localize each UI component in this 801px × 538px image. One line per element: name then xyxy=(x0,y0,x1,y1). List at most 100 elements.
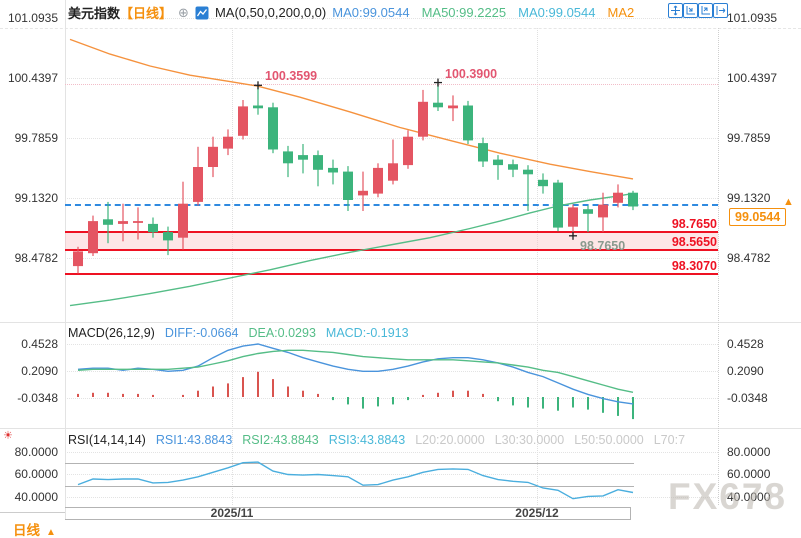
axis-label: 0.4528 xyxy=(727,337,764,351)
macd-hist-bar xyxy=(317,393,319,397)
rsi-separator xyxy=(0,428,801,429)
resistance-line-3 xyxy=(65,273,718,275)
x-axis-end-tick xyxy=(630,507,631,520)
peak-level-dotted-line xyxy=(65,84,718,85)
pan-crosshair-icon[interactable] xyxy=(668,3,683,18)
macd-hist-bar xyxy=(437,392,439,397)
price-annotation: 100.3599 xyxy=(265,69,318,84)
candle-body xyxy=(478,143,488,162)
gridline xyxy=(65,371,718,372)
candle-body xyxy=(418,101,428,137)
gridline xyxy=(65,497,718,498)
macd-separator xyxy=(0,322,801,323)
ma-values: MA0:99.0544 MA50:99.2225 MA0:99.0544 MA2 xyxy=(332,5,634,20)
axis-label: 80.0000 xyxy=(14,445,58,459)
gridline xyxy=(65,452,718,453)
candle-body xyxy=(193,167,203,202)
axis-label: 0.2090 xyxy=(21,364,58,378)
macd-hist-bar xyxy=(557,397,559,411)
date-label: 2025/11 xyxy=(210,506,254,520)
x-axis-line xyxy=(65,519,630,520)
right-axis-border xyxy=(718,28,719,505)
candle-body xyxy=(538,179,548,187)
candle-body xyxy=(358,190,368,196)
candle-body xyxy=(313,155,323,170)
macd-hist-bar xyxy=(182,394,184,397)
candle-body xyxy=(133,221,143,223)
macd-hist-bar xyxy=(152,394,154,397)
axis-label: 99.7859 xyxy=(14,131,58,145)
watermark: FX678 xyxy=(668,476,788,517)
rsi-title: RSI(14,14,14) xyxy=(68,433,146,447)
candle-body xyxy=(298,155,308,160)
macd-hist-bar xyxy=(617,397,619,416)
macd-hist-bar xyxy=(92,392,94,397)
chart-type-icon[interactable] xyxy=(195,6,209,20)
tab-separator xyxy=(0,512,65,513)
candle-body xyxy=(343,171,353,200)
current-price-badge[interactable]: 99.0544 xyxy=(729,208,787,226)
expand-icon[interactable]: ⊕ xyxy=(178,4,189,20)
scroll-latest-icon[interactable] xyxy=(713,3,728,18)
price-annotation: 98.7650 xyxy=(580,238,626,253)
scroll-up-arrow-icon[interactable]: ▲ xyxy=(783,196,794,208)
macd-hist-bar xyxy=(272,379,274,397)
candle-body xyxy=(208,146,218,167)
gridline xyxy=(65,138,718,139)
candle-body xyxy=(493,159,503,166)
macd-panel-header: MACD(26,12,9) DIFF:-0.0664 DEA:0.0293 MACD… xyxy=(68,326,409,340)
candle-body xyxy=(523,169,533,175)
current-price-line xyxy=(65,204,718,206)
indicator-value: MA50:99.2225 xyxy=(421,5,507,20)
macd-hist-bar xyxy=(452,390,454,397)
candle-body xyxy=(433,102,443,108)
axis-label: 0.4528 xyxy=(21,337,58,351)
macd-hist-bar xyxy=(212,386,214,397)
macd-hist-bar xyxy=(77,393,79,397)
axis-label: 99.1320 xyxy=(727,191,771,205)
macd-hist-bar xyxy=(197,390,199,397)
axis-scale-icon[interactable] xyxy=(698,3,713,18)
candle-body xyxy=(373,167,383,194)
resistance-label-2: 98.5650 xyxy=(671,235,717,249)
macd-hist-bar xyxy=(287,386,289,397)
macd-hist-bar xyxy=(137,393,139,397)
resistance-line-1 xyxy=(65,231,718,233)
indicator-value: MA0:99.0544 xyxy=(332,5,410,20)
symbol-title: 美元指数 xyxy=(68,6,121,21)
indicator-value: RSI3:43.8843 xyxy=(328,433,406,447)
indicator-value: MA0:99.0544 xyxy=(518,5,596,20)
macd-hist-bar xyxy=(467,390,469,397)
axis-label: 99.7859 xyxy=(727,131,771,145)
left-axis-border xyxy=(65,0,66,519)
macd-diff-line xyxy=(77,343,634,405)
candle-body xyxy=(238,106,248,136)
candle-body xyxy=(583,209,593,214)
axis-label: 100.4397 xyxy=(7,71,58,85)
candle-body xyxy=(268,107,278,150)
timeframe-tab[interactable]: 日线 ▲ xyxy=(13,519,56,538)
axis-label: 99.1320 xyxy=(14,191,58,205)
axis-zoom-icon[interactable] xyxy=(683,3,698,18)
candle-body xyxy=(508,164,518,170)
axis-label: 40.0000 xyxy=(14,490,58,504)
macd-hist-bar xyxy=(602,397,604,413)
axis-label: 60.0000 xyxy=(727,467,771,481)
indicator-value: L50:50.0000 xyxy=(574,433,644,447)
gridline xyxy=(65,398,718,399)
chevron-up-icon: ▲ xyxy=(46,527,56,538)
gridline xyxy=(65,344,718,345)
indicator-value: RSI1:43.8843 xyxy=(155,433,233,447)
timeframe-tab-label: 日线 xyxy=(13,523,40,538)
axis-label: -0.0348 xyxy=(727,391,768,405)
indicator-value: L70:7 xyxy=(653,433,686,447)
macd-hist-bar xyxy=(242,377,244,397)
indicator-value: MACD:-0.1913 xyxy=(325,326,409,340)
resistance-label-3: 98.3070 xyxy=(671,259,717,273)
macd-hist-bar xyxy=(107,392,109,397)
axis-label: -0.0348 xyxy=(17,391,58,405)
chart-header: 美元指数 【日线】 ⊕ MA(0,50,0,200,0,0) MA0:99.054… xyxy=(68,3,634,22)
header-separator xyxy=(0,28,801,29)
rsi-level-30 xyxy=(65,507,630,508)
